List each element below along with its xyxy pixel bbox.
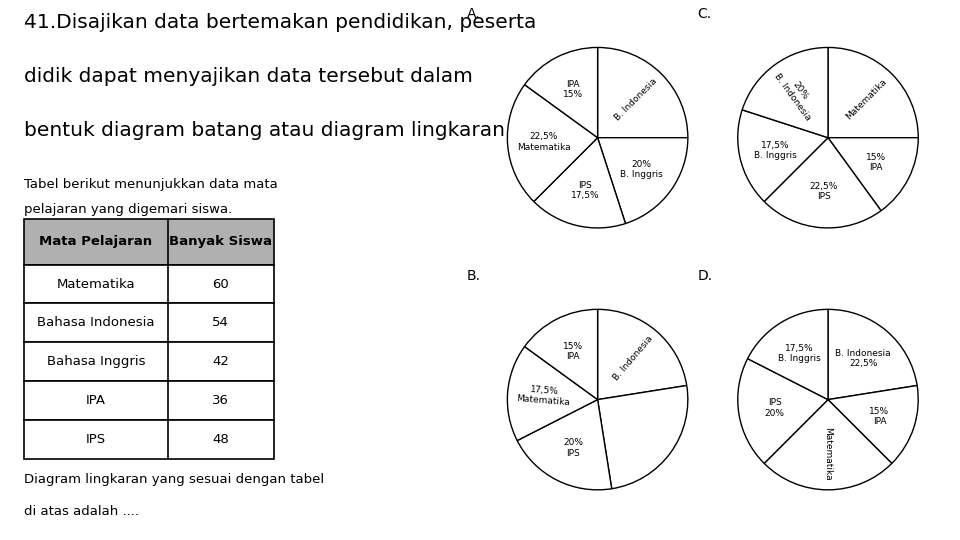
Wedge shape bbox=[597, 48, 687, 138]
Text: IPS: IPS bbox=[86, 433, 106, 446]
Text: 20%
B. Inggris: 20% B. Inggris bbox=[620, 160, 662, 179]
Wedge shape bbox=[597, 386, 687, 489]
Text: Bahasa Inggris: Bahasa Inggris bbox=[47, 355, 145, 368]
Text: Bahasa Indonesia: Bahasa Indonesia bbox=[37, 316, 155, 329]
Text: C.: C. bbox=[697, 7, 711, 21]
Text: D.: D. bbox=[697, 269, 712, 283]
FancyBboxPatch shape bbox=[24, 303, 274, 342]
Text: 15%
IPA: 15% IPA bbox=[866, 153, 886, 172]
Wedge shape bbox=[828, 48, 918, 138]
Text: 22,5%
IPS: 22,5% IPS bbox=[809, 182, 838, 201]
Text: 17,5%
B. Inggris: 17,5% B. Inggris bbox=[779, 344, 821, 363]
Text: 15%
IPA: 15% IPA bbox=[870, 407, 890, 426]
FancyBboxPatch shape bbox=[24, 219, 274, 265]
Text: IPA
15%: IPA 15% bbox=[563, 80, 583, 99]
Text: 60: 60 bbox=[212, 278, 229, 291]
Text: IPS
20%: IPS 20% bbox=[764, 399, 784, 418]
Text: 17,5%
B. Inggris: 17,5% B. Inggris bbox=[754, 140, 797, 160]
Text: 22,5%
Matematika: 22,5% Matematika bbox=[516, 132, 570, 152]
Text: B. Indonesia: B. Indonesia bbox=[613, 77, 659, 122]
Wedge shape bbox=[534, 138, 626, 228]
Text: 20%
IPS: 20% IPS bbox=[563, 438, 583, 457]
Text: B.: B. bbox=[467, 269, 481, 283]
Text: A.: A. bbox=[467, 7, 480, 21]
Text: Matematika: Matematika bbox=[844, 77, 888, 122]
Text: 36: 36 bbox=[212, 394, 229, 407]
Text: bentuk diagram batang atau diagram lingkaran: bentuk diagram batang atau diagram lingk… bbox=[24, 122, 505, 140]
Wedge shape bbox=[597, 138, 687, 224]
Wedge shape bbox=[828, 138, 918, 211]
Text: IPA: IPA bbox=[86, 394, 106, 407]
Text: 15%
IPA: 15% IPA bbox=[563, 342, 583, 361]
Text: 42: 42 bbox=[212, 355, 229, 368]
Text: 54: 54 bbox=[212, 316, 229, 329]
Text: IPS
17,5%: IPS 17,5% bbox=[570, 181, 599, 200]
Text: Mata Pelajaran: Mata Pelajaran bbox=[39, 235, 153, 248]
Text: didik dapat menyajikan data tersebut dalam: didik dapat menyajikan data tersebut dal… bbox=[24, 68, 473, 86]
Wedge shape bbox=[738, 110, 828, 201]
Wedge shape bbox=[508, 347, 597, 441]
Wedge shape bbox=[742, 48, 828, 138]
Text: Diagram lingkaran yang sesuai dengan tabel: Diagram lingkaran yang sesuai dengan tab… bbox=[24, 472, 324, 485]
Wedge shape bbox=[748, 309, 828, 400]
Text: Tabel berikut menunjukkan data mata: Tabel berikut menunjukkan data mata bbox=[24, 178, 277, 191]
Text: di atas adalah ....: di atas adalah .... bbox=[24, 505, 139, 518]
Text: B. Indonesia
22,5%: B. Indonesia 22,5% bbox=[835, 349, 891, 368]
Wedge shape bbox=[524, 309, 598, 400]
Wedge shape bbox=[738, 359, 828, 463]
Wedge shape bbox=[764, 400, 892, 490]
Wedge shape bbox=[524, 48, 598, 138]
Text: Matematika: Matematika bbox=[824, 427, 832, 481]
Wedge shape bbox=[508, 85, 597, 201]
Text: Matematika: Matematika bbox=[57, 278, 135, 291]
FancyBboxPatch shape bbox=[24, 381, 274, 420]
Wedge shape bbox=[517, 400, 612, 490]
FancyBboxPatch shape bbox=[24, 420, 274, 459]
Text: B. Indonesia: B. Indonesia bbox=[612, 334, 655, 382]
Text: 41.Disajikan data bertemakan pendidikan, peserta: 41.Disajikan data bertemakan pendidikan,… bbox=[24, 14, 537, 32]
Text: 17,5%
Matematika: 17,5% Matematika bbox=[516, 383, 571, 407]
Text: 20%
B. Indonesia: 20% B. Indonesia bbox=[772, 66, 821, 122]
Text: 48: 48 bbox=[212, 433, 229, 446]
Wedge shape bbox=[828, 386, 918, 463]
Text: Banyak Siswa: Banyak Siswa bbox=[169, 235, 273, 248]
FancyBboxPatch shape bbox=[24, 342, 274, 381]
Wedge shape bbox=[764, 138, 881, 228]
FancyBboxPatch shape bbox=[24, 265, 274, 303]
Wedge shape bbox=[828, 309, 917, 400]
Wedge shape bbox=[597, 309, 686, 400]
Text: pelajaran yang digemari siswa.: pelajaran yang digemari siswa. bbox=[24, 202, 232, 215]
